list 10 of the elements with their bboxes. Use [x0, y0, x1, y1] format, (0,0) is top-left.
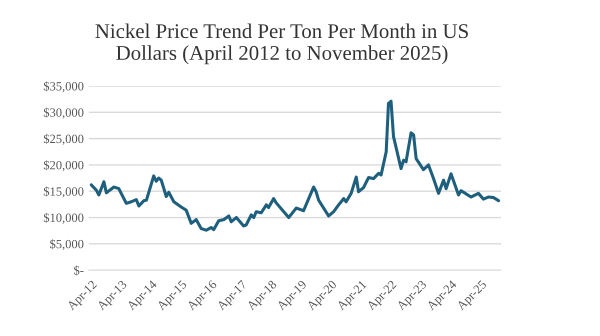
y-tick-label: $- — [74, 265, 84, 276]
line-series — [90, 100, 500, 232]
y-tick-label: $25,000 — [44, 134, 84, 145]
y-tick-label: $35,000 — [44, 81, 84, 92]
y-tick-label: $20,000 — [44, 160, 84, 172]
chart-title: Nickel Price Trend Per Ton Per Month in US Dollars (April 2012 to November 2025) — [95, 24, 468, 64]
y-tick-label: $30,000 — [44, 108, 84, 119]
y-tick-label: $5,000 — [50, 239, 84, 250]
y-tick-label: $10,000 — [44, 212, 84, 224]
y-tick-label: $15,000 — [44, 186, 84, 198]
